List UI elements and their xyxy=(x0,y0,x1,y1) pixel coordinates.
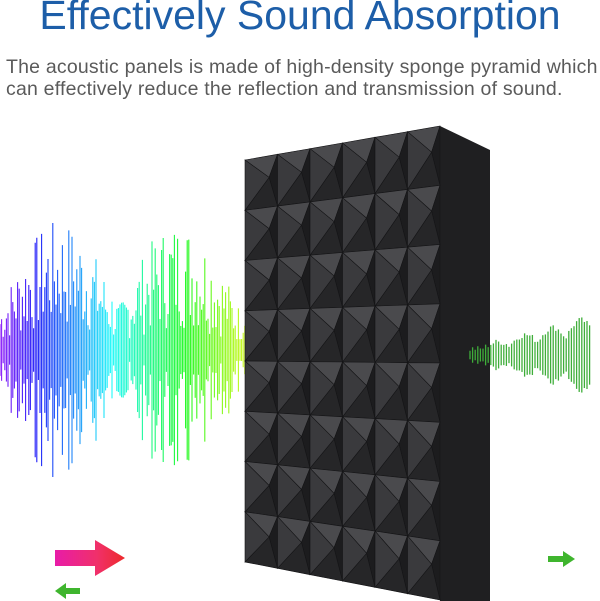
pyramid-face xyxy=(309,201,335,257)
pyramid-face xyxy=(277,412,302,466)
pyramid-face xyxy=(374,474,400,532)
pyramid-face xyxy=(244,360,270,413)
pyramid-face xyxy=(407,419,432,480)
pyramid-face xyxy=(244,259,270,312)
pyramid-face xyxy=(407,477,432,537)
transmitted-sound-wave-icon xyxy=(469,317,591,393)
pyramid-face xyxy=(309,307,335,363)
pyramid-face xyxy=(407,131,432,191)
pyramid-face xyxy=(342,197,367,254)
pyramid-face xyxy=(407,304,432,364)
reflected-arrow-icon xyxy=(55,583,80,599)
panel-side xyxy=(440,126,490,601)
pyramid-face xyxy=(374,192,400,251)
pyramid-face xyxy=(374,136,400,195)
pyramid-face xyxy=(309,520,335,576)
pyramid-face xyxy=(309,360,335,416)
pyramid-face xyxy=(277,308,302,363)
pyramid-face xyxy=(244,511,270,563)
pyramid-face xyxy=(244,159,270,212)
pyramid-face xyxy=(374,249,400,308)
pyramid-face xyxy=(244,410,270,463)
pyramid-face xyxy=(407,361,432,422)
pyramid-face xyxy=(342,306,368,363)
description: The acoustic panels is made of high-dens… xyxy=(6,56,598,100)
pyramid-face xyxy=(374,361,400,420)
acoustic-foam-panel-icon xyxy=(244,125,490,601)
pyramid-face xyxy=(342,470,367,528)
pyramid-face xyxy=(244,460,270,513)
pyramid-face xyxy=(244,310,270,362)
pyramid-face xyxy=(342,251,368,309)
pyramid-face xyxy=(342,416,368,473)
pyramid-face xyxy=(342,525,367,582)
pyramid-face xyxy=(407,246,432,306)
pyramid-face xyxy=(374,530,400,589)
pyramid-face xyxy=(244,209,270,262)
page-title: Effectively Sound Absorption xyxy=(39,0,561,38)
pyramid-face xyxy=(277,360,302,414)
pyramid-face xyxy=(407,188,432,249)
pyramid-face xyxy=(309,254,335,310)
pyramid-face xyxy=(374,305,400,364)
pyramid-face xyxy=(309,148,335,203)
pyramid-face xyxy=(407,535,432,595)
pyramid-face xyxy=(277,153,302,208)
pyramid-face xyxy=(374,417,400,476)
pyramid-face xyxy=(277,205,302,259)
pyramid-face xyxy=(342,142,368,199)
pyramid-face xyxy=(309,467,335,523)
pyramid-face xyxy=(277,515,302,570)
transmitted-arrow-icon xyxy=(548,551,575,567)
pyramid-face xyxy=(342,361,368,418)
incoming-arrow-icon xyxy=(55,540,125,576)
pyramid-face xyxy=(277,464,302,518)
pyramid-face xyxy=(277,257,302,311)
pyramid-face xyxy=(309,414,335,470)
